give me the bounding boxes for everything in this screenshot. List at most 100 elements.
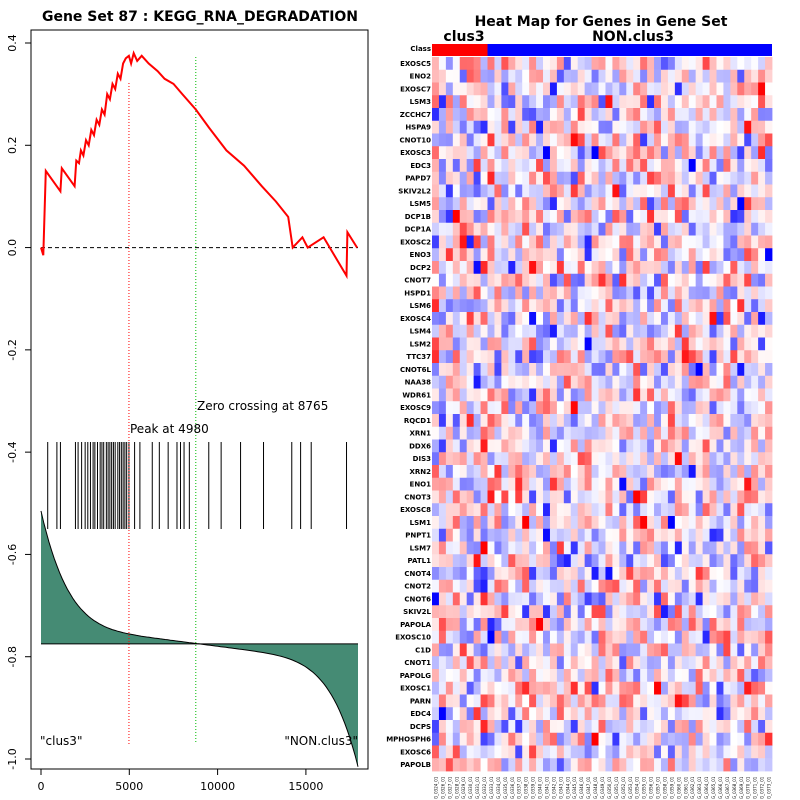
heatmap-cell bbox=[758, 401, 766, 415]
heatmap-cell bbox=[660, 452, 669, 466]
heatmap-cell bbox=[716, 350, 724, 364]
y-tick-label: 0.2 bbox=[6, 137, 19, 155]
heatmap-cell bbox=[501, 605, 509, 619]
heatmap-cell bbox=[723, 57, 731, 71]
heatmap-cell bbox=[536, 528, 544, 542]
heatmap-cell bbox=[584, 528, 592, 542]
heatmap-cell bbox=[674, 694, 683, 708]
heatmap-cell bbox=[584, 643, 592, 657]
heatmap-cell bbox=[688, 643, 697, 657]
heatmap-cell bbox=[605, 69, 613, 83]
heatmap-cell bbox=[758, 108, 766, 122]
heatmap-cell bbox=[695, 235, 704, 249]
heatmap-cell bbox=[536, 197, 544, 211]
heatmap-cell bbox=[765, 516, 773, 530]
heatmap-cell bbox=[584, 159, 592, 173]
heatmap-cell bbox=[529, 732, 537, 746]
heatmap-cell bbox=[529, 465, 537, 479]
heatmap-cell bbox=[459, 133, 468, 147]
heatmap-cell bbox=[765, 439, 773, 453]
heatmap-cell bbox=[674, 567, 683, 581]
heatmap-cell bbox=[612, 720, 620, 734]
heatmap-cell bbox=[563, 554, 572, 568]
heatmap-cell bbox=[647, 210, 655, 224]
heatmap-cell bbox=[570, 592, 579, 606]
heatmap-cell bbox=[473, 159, 481, 173]
heatmap-cell bbox=[522, 758, 530, 772]
heatmap-cell bbox=[529, 95, 537, 109]
heatmap-cell bbox=[480, 618, 488, 632]
heatmap-cell bbox=[522, 618, 530, 632]
heatmap-cell bbox=[737, 120, 745, 134]
heatmap-cell bbox=[716, 490, 724, 504]
heatmap-cell bbox=[654, 681, 662, 695]
heatmap-cell bbox=[737, 758, 745, 772]
heatmap-cell bbox=[549, 248, 558, 262]
sample-label: G_0371_01 bbox=[753, 776, 758, 799]
heatmap-cell bbox=[660, 299, 669, 313]
sample-label: G_0366_01 bbox=[718, 776, 723, 799]
heatmap-cell bbox=[543, 554, 551, 568]
heatmap-cell bbox=[758, 503, 766, 517]
heatmap-cell bbox=[612, 120, 620, 134]
heatmap-cell bbox=[570, 401, 579, 415]
heatmap-cell bbox=[695, 707, 704, 721]
gene-label: EXOSC3 bbox=[400, 149, 431, 157]
heatmap-cell bbox=[480, 401, 488, 415]
heatmap-cell bbox=[598, 222, 606, 236]
heatmap-cell bbox=[688, 414, 697, 428]
heatmap-cell bbox=[709, 197, 717, 211]
heatmap-cell bbox=[473, 541, 481, 555]
heatmap-cell bbox=[584, 592, 592, 606]
heatmap-cell bbox=[556, 210, 565, 224]
heatmap-cell bbox=[633, 222, 641, 236]
heatmap-cell bbox=[487, 337, 495, 351]
heatmap-cell bbox=[751, 414, 759, 428]
heatmap-cell bbox=[633, 732, 641, 746]
heatmap-cell bbox=[716, 95, 724, 109]
heatmap-cell bbox=[709, 694, 717, 708]
heatmap-cell bbox=[765, 465, 773, 479]
heatmap-cell bbox=[709, 248, 717, 262]
heatmap-cell bbox=[626, 758, 634, 772]
heatmap-cell bbox=[674, 618, 683, 632]
heatmap-cell bbox=[723, 414, 731, 428]
heatmap-cell bbox=[619, 414, 627, 428]
heatmap-cell bbox=[626, 171, 634, 185]
sample-label: G_0341_01 bbox=[544, 776, 549, 799]
heatmap-cell bbox=[432, 720, 440, 734]
heatmap-cell bbox=[570, 554, 579, 568]
heatmap-cell bbox=[432, 618, 440, 632]
heatmap-cell bbox=[556, 261, 565, 275]
heatmap-cell bbox=[570, 669, 579, 683]
heatmap-cell bbox=[758, 605, 766, 619]
heatmap-cell bbox=[730, 490, 738, 504]
heatmap-cell bbox=[723, 643, 731, 657]
heatmap-cell bbox=[737, 579, 745, 593]
heatmap-cell bbox=[432, 108, 440, 122]
heatmap-cell bbox=[508, 732, 516, 746]
heatmap-cell bbox=[702, 554, 710, 568]
gene-label: EXOSC1 bbox=[400, 685, 431, 693]
heatmap-cell bbox=[695, 82, 704, 96]
heatmap-cell bbox=[667, 579, 676, 593]
heatmap-cell bbox=[536, 171, 544, 185]
heatmap-cell bbox=[438, 248, 447, 262]
heatmap-cell bbox=[654, 375, 662, 389]
heatmap-cell bbox=[591, 669, 599, 683]
heatmap-cell bbox=[758, 95, 766, 109]
heatmap-cell bbox=[751, 286, 759, 300]
heatmap-cell bbox=[584, 146, 592, 160]
heatmap-cell bbox=[612, 146, 620, 160]
heatmap-cell bbox=[494, 401, 502, 415]
heatmap-cell bbox=[688, 758, 697, 772]
heatmap-cell bbox=[570, 159, 579, 173]
gene-label: CNOT1 bbox=[404, 659, 431, 667]
heatmap-cell bbox=[570, 222, 579, 236]
heatmap-cell bbox=[633, 261, 641, 275]
heatmap-cell bbox=[654, 235, 662, 249]
heatmap-cell bbox=[432, 541, 440, 555]
gene-label: ENO1 bbox=[410, 481, 432, 489]
heatmap-cell bbox=[626, 197, 634, 211]
heatmap-cell bbox=[487, 324, 495, 338]
